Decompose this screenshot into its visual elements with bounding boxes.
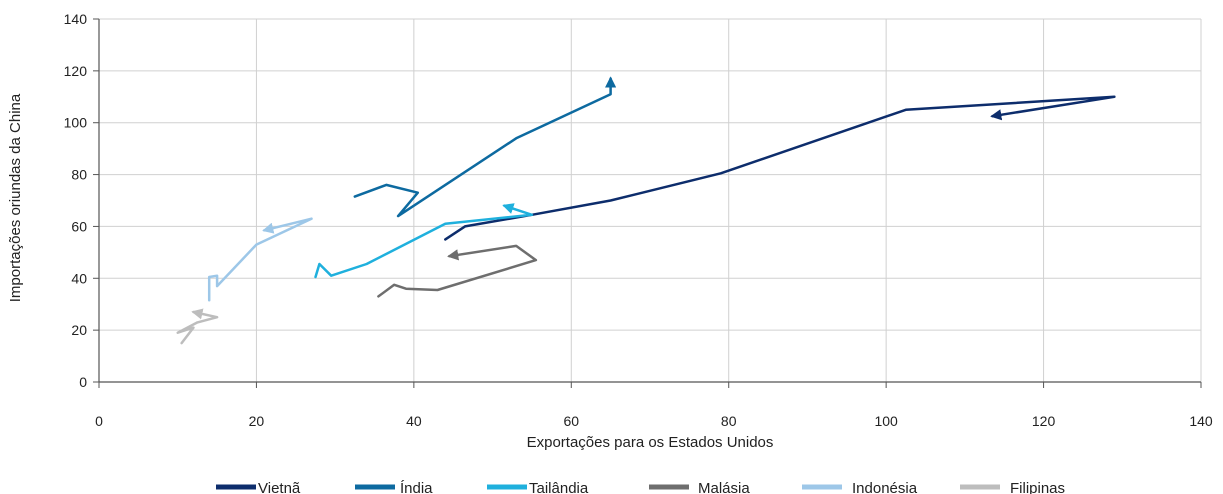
y-tick-label: 0 [79, 374, 87, 390]
x-tick-label: 20 [249, 413, 265, 429]
x-axis-title: Exportações para os Estados Unidos [527, 434, 774, 451]
y-tick-label: 140 [64, 11, 88, 27]
series-line [314, 203, 534, 279]
x-tick-label: 80 [721, 413, 737, 429]
series-layer [176, 76, 1116, 345]
axes: 0 20 40 60 80 100 120 140 0 20 40 60 80 100 120 140 [64, 11, 1213, 429]
y-axis-title: Importações oriundas da China [7, 93, 24, 302]
legend-label: Filipinas [1010, 480, 1065, 494]
series-line [444, 95, 1116, 241]
y-tick-label: 80 [71, 167, 87, 183]
series-line [353, 76, 617, 218]
legend-label: Indonésia [852, 480, 918, 494]
x-tick-label: 100 [874, 413, 898, 429]
series-line [176, 308, 219, 345]
legend-label: Tailândia [529, 480, 589, 494]
series-line [207, 217, 313, 302]
x-tick-label: 140 [1189, 413, 1213, 429]
x-tick-label: 120 [1032, 413, 1056, 429]
legend-label: Malásia [698, 480, 750, 494]
y-tick-label: 60 [71, 218, 87, 234]
grid [99, 18, 1202, 382]
series-line [377, 244, 538, 298]
y-tick-label: 20 [71, 322, 87, 338]
legend: Vietnã Índia Tailândia Malásia Indonésia Fili… [216, 480, 1065, 494]
y-tick-label: 40 [71, 270, 87, 286]
y-tick-label: 120 [64, 63, 88, 79]
x-tick-label: 0 [95, 413, 103, 429]
legend-label: Vietnã [258, 480, 301, 494]
y-tick-label: 100 [64, 115, 88, 131]
legend-label: Índia [400, 480, 433, 494]
x-tick-label: 40 [406, 413, 422, 429]
x-tick-label: 60 [563, 413, 579, 429]
